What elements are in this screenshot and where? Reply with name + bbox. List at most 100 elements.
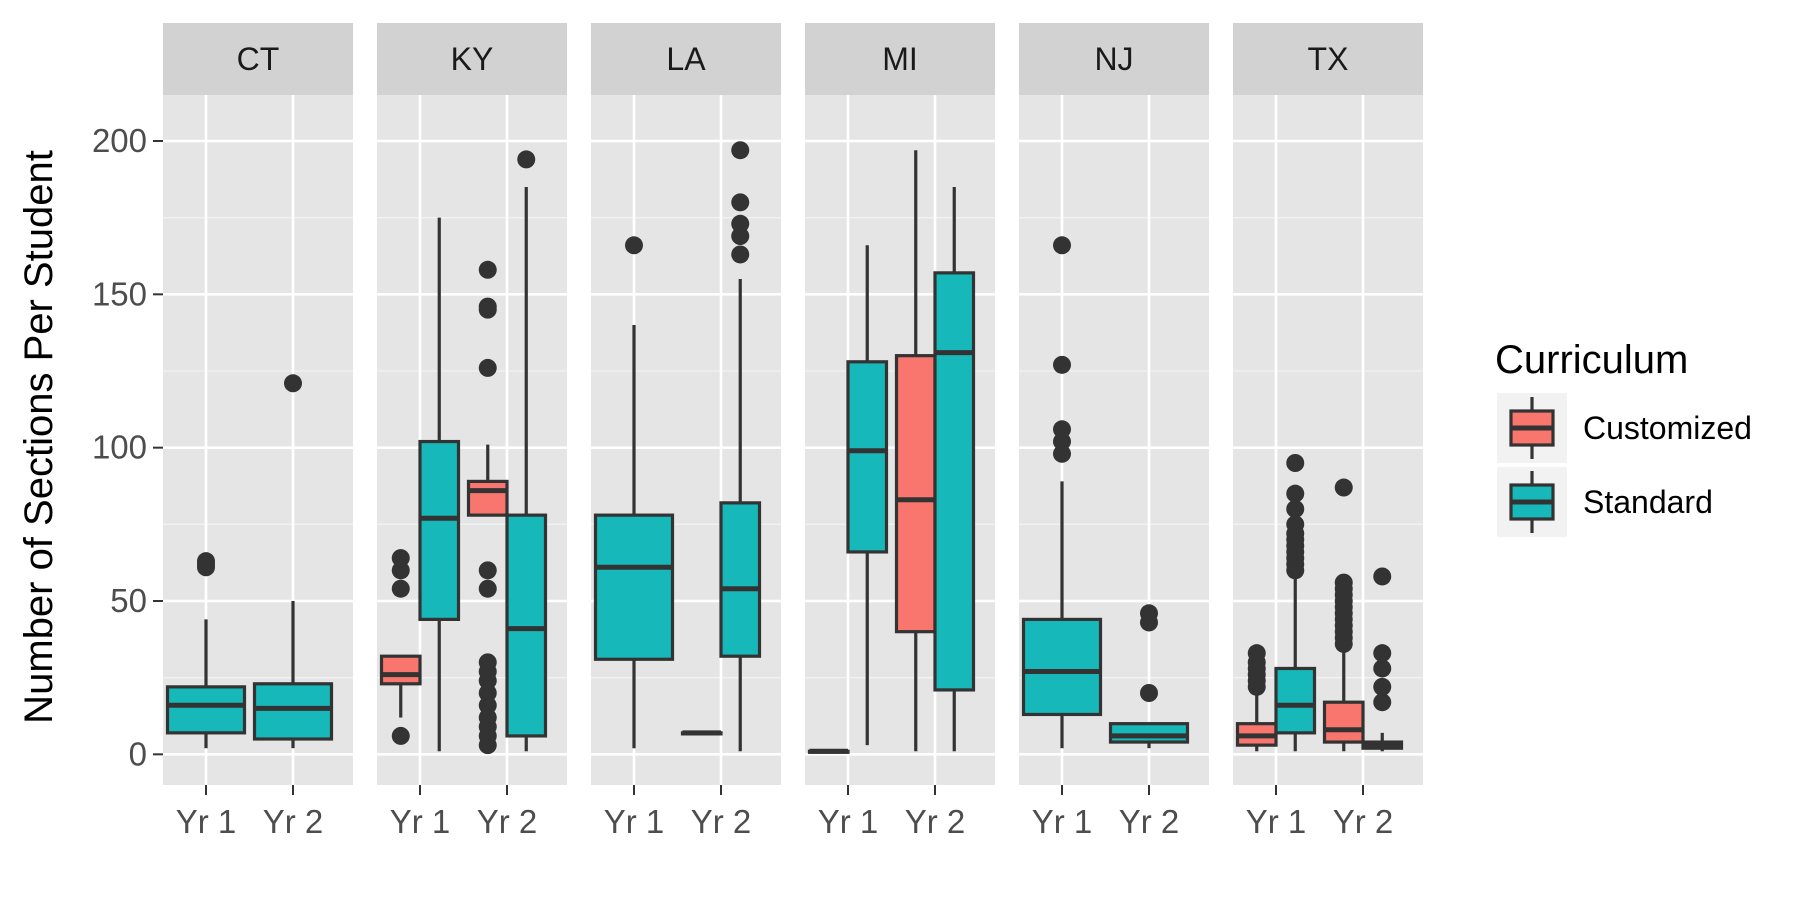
outlier-point <box>1247 644 1266 663</box>
y-axis-title: Number of Sections Per Student <box>17 150 61 724</box>
outlier-point <box>625 236 643 255</box>
legend: Curriculum Customized Standard <box>1495 338 1752 537</box>
x-tick-label: Yr 2 <box>263 803 324 840</box>
outlier-point <box>1286 500 1305 518</box>
outlier-point <box>731 141 750 160</box>
outlier-point <box>1286 454 1305 472</box>
outlier-point <box>1373 677 1392 696</box>
box-body <box>1322 700 1365 744</box>
box-ky-yr-2-customized <box>466 260 509 755</box>
box-tx-yr-1-customized <box>1235 644 1278 752</box>
box-ky-yr-2-standard <box>505 150 548 752</box>
box-tx-yr-2-customized <box>1322 478 1365 752</box>
box-body <box>505 513 548 738</box>
legend-item-customized: Customized <box>1497 393 1752 463</box>
y-tick-label: 0 <box>129 735 147 772</box>
outlier-point <box>1053 355 1071 374</box>
facet-strip-label: MI <box>882 41 918 77</box>
facet-strip <box>1019 23 1209 95</box>
outlier-point <box>391 726 410 745</box>
facet-strip <box>377 23 567 95</box>
outlier-point <box>478 260 497 279</box>
box-la-yr-2-standard <box>719 141 762 752</box>
y-axis: 0 50 100 150 200 <box>92 122 163 772</box>
facet-strip-label: TX <box>1308 41 1349 77</box>
facet-strip-label: CT <box>237 41 280 77</box>
outlier-point <box>1286 484 1305 503</box>
outlier-point <box>478 579 497 598</box>
outlier-point <box>1373 659 1392 678</box>
box-body <box>933 271 976 692</box>
facet-strip <box>163 23 353 95</box>
outlier-point <box>1140 604 1158 623</box>
y-tick-label: 150 <box>92 275 147 312</box>
outlier-point <box>731 214 750 233</box>
x-tick-label: Yr 2 <box>691 803 752 840</box>
facet-ct: CT Yr 1 Yr 2 <box>163 23 353 840</box>
outlier-point <box>1373 567 1392 586</box>
outlier-point <box>731 245 750 264</box>
x-tick-label: Yr 2 <box>1119 803 1180 840</box>
outlier-point <box>1334 573 1353 592</box>
box-nj-yr-1-standard <box>1021 236 1103 749</box>
x-tick-label: Yr 1 <box>818 803 879 840</box>
legend-item-standard: Standard <box>1497 467 1713 537</box>
outlier-point <box>1373 644 1392 663</box>
box-tx-yr-2-standard <box>1361 567 1404 752</box>
box-ct-yr-1-standard <box>165 552 247 749</box>
legend-label: Standard <box>1583 484 1713 520</box>
outlier-point <box>1286 515 1305 534</box>
outlier-point <box>478 297 497 316</box>
box-body <box>1108 722 1190 744</box>
facet-strip <box>1233 23 1423 95</box>
box-ky-yr-1-customized <box>379 549 422 745</box>
outlier-point <box>1140 684 1158 702</box>
outlier-point <box>197 552 215 571</box>
box-ky-yr-1-standard <box>418 217 461 752</box>
box-la-yr-2-customized <box>680 730 723 736</box>
box-body <box>846 360 889 554</box>
facet-la: LA Yr 1 Yr 2 <box>591 23 781 840</box>
outlier-point <box>1053 420 1071 439</box>
facet-mi: MI Yr 1 Yr 2 <box>805 23 995 840</box>
facet-ky: KY Yr 1 Yr 2 <box>377 23 567 840</box>
panel-background <box>163 95 353 785</box>
y-tick-label: 100 <box>92 429 147 466</box>
x-tick-label: Yr 1 <box>604 803 665 840</box>
box-mi-yr-1-customized <box>807 748 850 754</box>
y-tick-label: 50 <box>110 582 147 619</box>
box-body <box>1274 666 1317 735</box>
box-body <box>593 513 675 661</box>
outlier-point <box>478 561 497 580</box>
box-body <box>1021 617 1103 717</box>
outlier-point <box>1334 478 1353 497</box>
outlier-point <box>391 579 410 598</box>
box-la-yr-1-standard <box>593 236 675 749</box>
x-tick-label: Yr 1 <box>1032 803 1093 840</box>
legend-items: Customized Standard <box>1497 393 1752 537</box>
outlier-point <box>1373 693 1392 712</box>
facet-panels: CT Yr 1 Yr 2 KY Yr 1 Yr 2 LA Yr 1 Yr 2 MI Yr 1 Yr 2… <box>163 23 1423 840</box>
box-nj-yr-2-standard <box>1108 604 1190 749</box>
y-tick-label: 200 <box>92 122 147 159</box>
x-tick-label: Yr 1 <box>390 803 451 840</box>
panel-background <box>591 95 781 785</box>
box-body <box>894 354 937 634</box>
outlier-point <box>478 358 497 377</box>
facet-strip-label: KY <box>451 41 494 77</box>
outlier-point <box>1053 236 1071 255</box>
facet-strip-label: LA <box>666 41 706 77</box>
facet-nj: NJ Yr 1 Yr 2 <box>1019 23 1209 840</box>
x-tick-label: Yr 2 <box>477 803 538 840</box>
x-tick-label: Yr 1 <box>176 803 237 840</box>
box-body <box>466 479 509 517</box>
box-body <box>252 682 334 741</box>
facet-strip <box>591 23 781 95</box>
box-tx-yr-1-standard <box>1274 454 1317 752</box>
legend-label: Customized <box>1583 410 1752 446</box>
box-body <box>719 501 762 658</box>
box-ct-yr-2-standard <box>252 374 334 749</box>
outlier-point <box>517 150 536 169</box>
box-body <box>418 439 461 621</box>
